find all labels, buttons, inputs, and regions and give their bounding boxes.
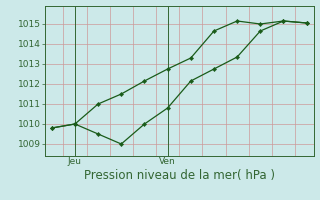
X-axis label: Pression niveau de la mer( hPa ): Pression niveau de la mer( hPa )	[84, 169, 275, 182]
